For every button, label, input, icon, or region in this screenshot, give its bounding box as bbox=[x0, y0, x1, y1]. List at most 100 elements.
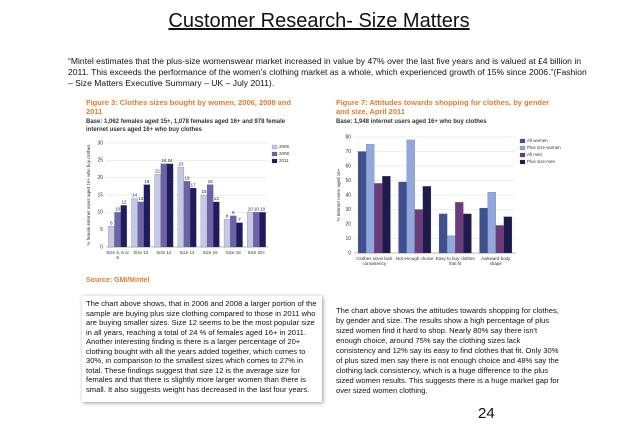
bar bbox=[200, 194, 208, 248]
data-label: 15 bbox=[201, 189, 207, 194]
bar bbox=[398, 181, 407, 254]
bar bbox=[120, 205, 127, 248]
data-label: 8 bbox=[226, 213, 229, 218]
data-label: 14 bbox=[132, 193, 138, 198]
x-tick-label: Easy to buy clothes that fit bbox=[435, 256, 475, 266]
legend-label: Plus size women bbox=[527, 145, 561, 150]
bar bbox=[406, 139, 415, 254]
bar bbox=[160, 163, 168, 248]
quote: “Mintel estimates that the plus-size wom… bbox=[68, 56, 587, 88]
y-tick-label: 30 bbox=[345, 207, 351, 213]
figure-title: Figure 3: Clothes sizes bought by women,… bbox=[86, 98, 292, 116]
data-label: 24 bbox=[168, 158, 174, 163]
figure: Figure 7: Attitudes towards shopping for… bbox=[330, 95, 562, 290]
y-tick-label: 50 bbox=[345, 178, 351, 184]
data-label: 18 bbox=[208, 179, 214, 184]
y-tick-label: 30 bbox=[97, 140, 103, 146]
y-tick-label: 25 bbox=[97, 158, 103, 164]
y-tick-label: 60 bbox=[345, 163, 351, 169]
data-label: 9 bbox=[232, 210, 235, 215]
y-tick-label: 80 bbox=[345, 134, 351, 140]
y-tick-label: 10 bbox=[345, 236, 351, 242]
data-label: 6 bbox=[110, 220, 113, 225]
data-label: 10 bbox=[248, 207, 254, 212]
y-tick-label: 10 bbox=[97, 210, 103, 216]
x-tick-label: Size 10 bbox=[133, 250, 149, 255]
legend-label: 2011 bbox=[279, 158, 289, 163]
data-label: 12 bbox=[121, 200, 127, 205]
y-tick-label: 40 bbox=[345, 192, 351, 198]
legend-label: 2006 bbox=[279, 144, 290, 149]
source: Source: GMI/Mintel bbox=[86, 277, 150, 284]
bar bbox=[374, 183, 383, 254]
y-tick-label: 0 bbox=[100, 244, 103, 250]
bar bbox=[253, 212, 260, 248]
slide-title: Customer Research- Size Matters bbox=[168, 10, 470, 32]
legend-label: All men bbox=[527, 152, 543, 157]
bar bbox=[236, 222, 243, 248]
legend-swatch bbox=[519, 152, 526, 158]
data-label: 23 bbox=[178, 161, 184, 166]
x-tick-label: Not enough choice bbox=[395, 256, 434, 261]
bar bbox=[259, 212, 266, 248]
y-tick-label: 5 bbox=[100, 227, 103, 233]
y-tick-label: 70 bbox=[345, 149, 351, 155]
bar bbox=[438, 213, 448, 254]
bar bbox=[382, 176, 391, 254]
data-label: 24 bbox=[161, 158, 167, 163]
bar bbox=[114, 212, 121, 248]
bar bbox=[247, 212, 254, 248]
paragraph: The chart above shows, that in 2006 and … bbox=[82, 296, 322, 402]
bar bbox=[213, 201, 220, 248]
legend-label: All women bbox=[527, 138, 548, 143]
legend-label: Plus size men bbox=[527, 159, 556, 164]
bar bbox=[189, 187, 197, 248]
x-tick-label: Size 12 bbox=[156, 250, 172, 255]
y-axis-label: % female internet users aged 16+ who buy… bbox=[86, 144, 91, 246]
figure-subtitle: Base: 1,948 internet users aged 16+ who … bbox=[336, 119, 487, 125]
bar bbox=[206, 184, 214, 248]
figure-subtitle: Base: 1,062 females aged 15+, 1,078 fema… bbox=[86, 119, 286, 133]
data-label: 19 bbox=[184, 175, 190, 180]
x-tick-label: Size 16 bbox=[202, 250, 218, 255]
x-tick-label: Clothes sizes lack consistency bbox=[356, 256, 393, 266]
bar bbox=[137, 201, 144, 248]
x-tick-label: Size 18 bbox=[225, 250, 241, 255]
legend-swatch bbox=[519, 145, 526, 151]
bar bbox=[230, 215, 237, 248]
legend-swatch bbox=[271, 158, 278, 164]
bar bbox=[177, 167, 185, 248]
data-label: 13 bbox=[138, 196, 144, 201]
legend-label: 2008 bbox=[279, 151, 290, 156]
bar bbox=[357, 151, 367, 254]
chart: 0 5 10 15 20 25 30 % female internet users aged… bbox=[86, 140, 290, 250]
page-number: 24 bbox=[478, 405, 495, 422]
bar bbox=[366, 144, 375, 254]
data-label: 13 bbox=[214, 196, 220, 201]
data-label: 17 bbox=[191, 182, 197, 187]
x-tick-label: Size 4, 6 or 8 bbox=[106, 250, 129, 260]
bar bbox=[154, 174, 161, 248]
bar bbox=[131, 198, 138, 248]
bar bbox=[414, 209, 423, 254]
y-tick-label: 15 bbox=[97, 192, 103, 198]
legend-swatch bbox=[519, 159, 526, 165]
bar bbox=[447, 235, 456, 254]
x-tick-label: Size 14 bbox=[179, 250, 195, 255]
bar bbox=[455, 202, 464, 254]
legend-swatch bbox=[271, 144, 278, 150]
x-tick-label: Awkward body shape bbox=[481, 256, 511, 266]
data-label: 7 bbox=[238, 217, 241, 222]
data-label: 10 bbox=[254, 207, 260, 212]
bar bbox=[422, 186, 432, 254]
bar bbox=[495, 225, 504, 254]
bar bbox=[223, 219, 231, 248]
chart: 0 10 20 30 40 50 60 70 80 % internet users aged 1… bbox=[336, 134, 561, 256]
bar bbox=[479, 207, 488, 254]
data-label: 10 bbox=[260, 207, 266, 212]
y-axis-label: % internet users aged 16+ bbox=[336, 168, 341, 221]
x-tick-label: Size 20+ bbox=[247, 250, 266, 255]
bar bbox=[108, 226, 115, 248]
figure-title: Figure 7: Attitudes towards shopping for… bbox=[336, 98, 550, 116]
figure: Figure 3: Clothes sizes bought by women,… bbox=[80, 95, 305, 290]
